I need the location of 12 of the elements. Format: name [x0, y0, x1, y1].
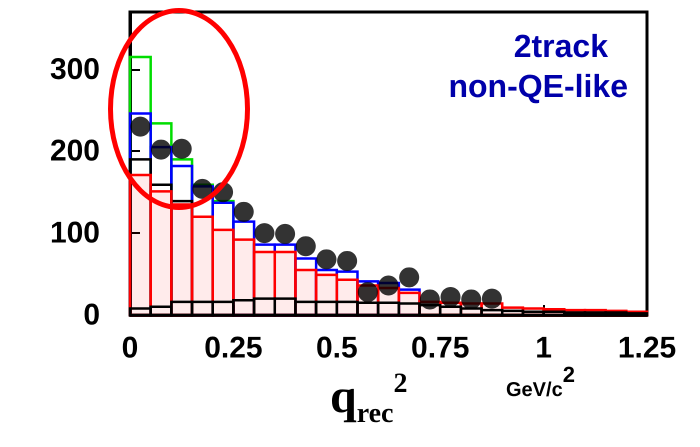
x-tick-label: 0.75 — [411, 332, 470, 364]
x-tick-label: 0.25 — [204, 332, 263, 364]
y-tick-label: 200 — [50, 134, 100, 168]
x-tick-label: 1.25 — [618, 332, 676, 364]
x-tick-label: 1 — [535, 332, 552, 364]
y-tick-label: 300 — [50, 52, 100, 86]
x-tick-label: 0.5 — [316, 332, 358, 364]
annotation: non-QE-like — [448, 68, 628, 104]
y-tick-label: 100 — [50, 216, 100, 250]
x-tick-label: 0 — [122, 332, 138, 364]
y-tick-label: 0 — [83, 298, 100, 332]
annotation: 2track — [514, 28, 608, 64]
